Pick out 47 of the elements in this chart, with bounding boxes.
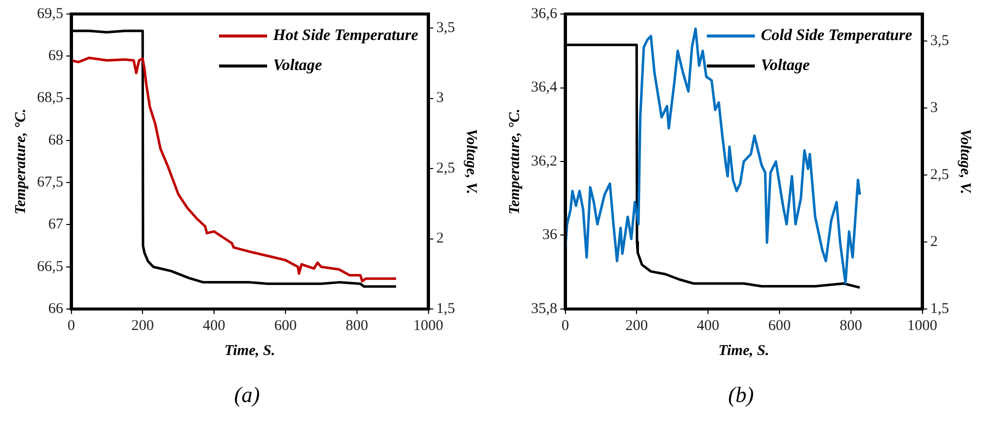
x-tick-label: 1000 — [413, 318, 444, 334]
y2-tick-label: 2,5 — [930, 166, 949, 183]
y-tick-label: 35,8 — [531, 300, 558, 317]
y-tick-label: 66,5 — [37, 258, 64, 275]
y2-tick-label: 1,5 — [930, 300, 949, 317]
y2-tick-label: 2 — [930, 234, 938, 250]
legend-label: Cold Side Temperature — [760, 27, 912, 44]
y-tick-label: 36,2 — [531, 153, 558, 170]
y2-tick-label: 3 — [930, 100, 938, 116]
x-tick-label: 600 — [274, 318, 297, 334]
y-tick-label: 36,6 — [531, 6, 558, 22]
y-tick-label: 36 — [542, 227, 558, 244]
y2-tick-label: 3,5 — [930, 32, 949, 49]
y2-tick-label: 1,5 — [436, 300, 455, 317]
x-tick-label: 200 — [131, 318, 154, 334]
y2-tick-label: 3,5 — [436, 20, 455, 36]
y2-tick-label: 2,5 — [436, 160, 455, 176]
x-axis-title: Time, S. — [718, 342, 770, 359]
y-axis-title: Temperature, °C. — [12, 108, 29, 214]
y2-tick-label: 2 — [436, 230, 444, 247]
text: (a) — [233, 382, 261, 408]
x-tick-label: 0 — [68, 318, 75, 334]
y-tick-label: 69 — [48, 48, 64, 64]
legend-label: Voltage — [273, 57, 322, 74]
x-tick-label: 0 — [562, 318, 569, 334]
legend-label: Hot Side Temperature — [272, 27, 418, 44]
y-tick-label: 67 — [48, 216, 64, 233]
y-tick-label: 67,5 — [37, 174, 64, 191]
text: (b) — [727, 382, 755, 408]
legend-label: Voltage — [760, 57, 810, 74]
x-tick-label: 600 — [768, 318, 791, 334]
y-tick-label: 68 — [48, 132, 64, 148]
x-tick-label: 200 — [625, 318, 648, 334]
y-axis-title: Temperature, °C. — [506, 108, 523, 214]
x-tick-label: 1000 — [907, 318, 938, 334]
y2-axis-title: Voltage, V. — [463, 128, 480, 194]
x-axis-title: Time, S. — [224, 342, 276, 359]
x-tick-label: 800 — [346, 318, 368, 334]
x-tick-label: 800 — [840, 318, 862, 334]
y-tick-label: 66 — [48, 300, 64, 317]
y2-tick-label: 3 — [436, 90, 444, 106]
y-tick-label: 68,5 — [37, 90, 64, 106]
y-tick-label: 36,4 — [531, 80, 558, 96]
x-tick-label: 400 — [696, 318, 720, 334]
y2-axis-title: Voltage, V. — [957, 128, 974, 194]
x-tick-label: 400 — [202, 318, 226, 334]
y-tick-label: 69,5 — [37, 6, 64, 22]
